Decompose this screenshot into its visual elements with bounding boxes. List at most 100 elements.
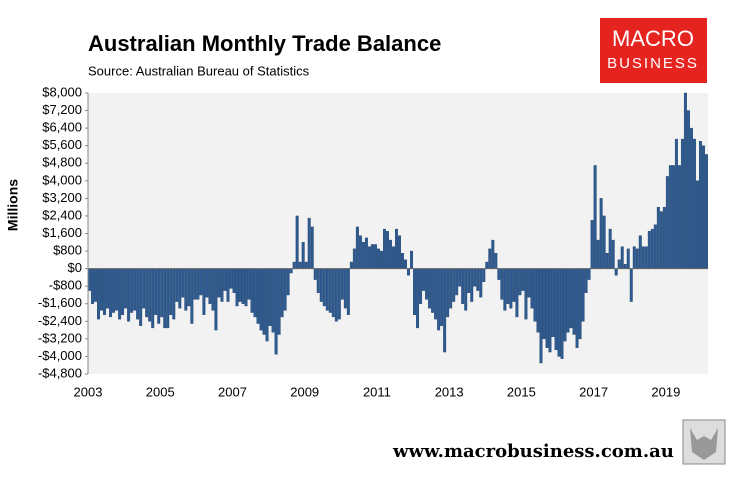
bar: [425, 268, 429, 300]
bar: [389, 239, 392, 269]
bar: [313, 268, 317, 280]
bar: [343, 268, 347, 309]
bar: [608, 228, 612, 269]
bar: [458, 268, 462, 287]
bar: [548, 268, 552, 353]
bar: [518, 268, 522, 296]
bar: [602, 215, 606, 269]
bar: [506, 268, 510, 304]
x-tick-label: 2007: [218, 384, 247, 399]
bar: [289, 268, 293, 274]
bar: [428, 268, 432, 309]
bar: [208, 268, 212, 304]
bar: [578, 268, 582, 340]
x-tick-label: 2009: [290, 384, 319, 399]
bar: [419, 268, 423, 304]
bar: [705, 154, 708, 269]
bar: [566, 268, 570, 333]
y-tick-label: $8,000: [42, 84, 82, 99]
bar: [319, 268, 323, 302]
wolf-icon: [690, 428, 718, 460]
y-tick-label: $800: [53, 243, 82, 258]
y-tick-label: $3,200: [42, 190, 82, 205]
bar: [130, 268, 134, 313]
bar: [262, 268, 266, 335]
bar: [392, 246, 395, 269]
bar: [139, 268, 143, 326]
bar: [238, 268, 242, 302]
bar: [250, 268, 254, 313]
bar: [310, 226, 314, 269]
bar: [410, 250, 414, 269]
bar: [331, 268, 335, 318]
bar: [686, 110, 690, 269]
chart-title: Australian Monthly Trade Balance: [88, 31, 441, 56]
bar: [142, 268, 146, 309]
bar: [467, 268, 471, 293]
bar: [443, 268, 447, 353]
bar: [581, 268, 585, 322]
bar: [316, 268, 320, 293]
bar: [163, 268, 167, 329]
bar: [367, 246, 371, 269]
x-tick-label: 2015: [507, 384, 536, 399]
bar: [145, 268, 149, 318]
bar: [395, 228, 398, 269]
bar: [127, 268, 131, 322]
bar: [620, 246, 624, 269]
bar: [542, 268, 546, 340]
bar: [187, 268, 191, 307]
bar: [677, 165, 681, 269]
bar: [617, 259, 621, 269]
bar: [644, 246, 648, 269]
bar: [376, 248, 380, 269]
x-tick-label: 2013: [435, 384, 464, 399]
bar: [193, 268, 197, 300]
bar: [94, 268, 97, 302]
bar: [464, 268, 468, 311]
bar: [572, 268, 576, 335]
bar: [88, 268, 91, 291]
bar: [674, 138, 678, 269]
bar: [521, 268, 525, 291]
bar: [635, 248, 639, 269]
bar: [121, 268, 125, 315]
bar: [301, 242, 305, 269]
bar: [638, 235, 642, 269]
bar: [109, 268, 113, 318]
plot-area: [88, 93, 708, 374]
bar: [223, 268, 227, 291]
bar: [304, 261, 308, 269]
bar: [416, 268, 420, 329]
bar: [160, 268, 164, 318]
bar: [136, 268, 140, 320]
y-tick-label: $0: [68, 260, 82, 275]
bar: [379, 250, 383, 269]
bar: [133, 268, 137, 311]
bar: [235, 268, 239, 307]
bar: [295, 215, 299, 269]
bar: [530, 268, 534, 309]
bar: [629, 268, 633, 302]
bar: [307, 217, 311, 269]
bar: [605, 253, 609, 269]
bar: [515, 268, 519, 318]
bar: [256, 268, 260, 324]
bar: [211, 268, 215, 311]
bar: [407, 268, 410, 276]
bar: [265, 268, 269, 342]
bar: [533, 268, 537, 322]
bar: [584, 268, 588, 293]
bar: [614, 268, 618, 276]
bar: [97, 268, 100, 320]
bar: [659, 211, 663, 269]
website: www.macrobusiness.com.au: [392, 441, 674, 462]
bar: [446, 268, 450, 318]
bar: [373, 244, 377, 269]
bar: [157, 268, 161, 324]
bar: [205, 268, 209, 298]
bar: [352, 248, 356, 269]
bar: [500, 268, 504, 300]
y-tick-label: $6,400: [42, 120, 82, 135]
